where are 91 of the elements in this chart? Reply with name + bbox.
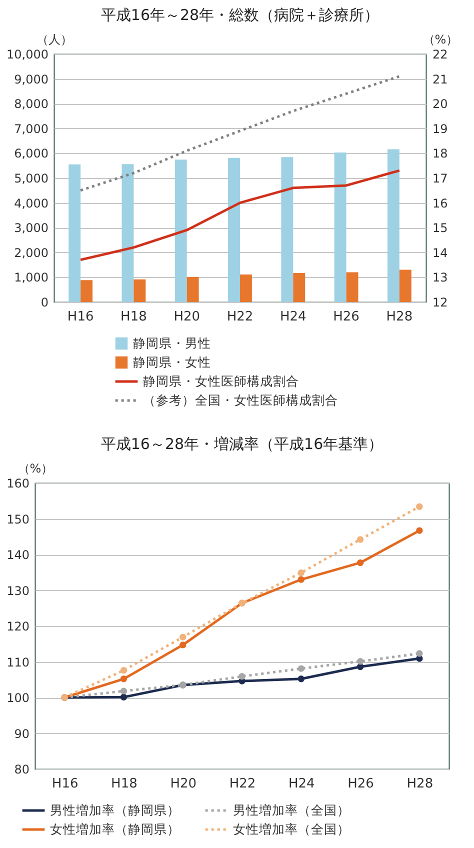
bar <box>387 149 400 302</box>
x-tick-label: H28 <box>386 310 413 324</box>
point <box>416 527 423 534</box>
y-tick-label: 120 <box>6 620 30 634</box>
point <box>180 642 186 648</box>
y2-tick-label: 22 <box>432 48 448 62</box>
y-tick-label: 10,000 <box>6 48 48 62</box>
y-axis-title: （人） <box>36 32 72 46</box>
point <box>298 576 304 583</box>
y2-tick-label: 21 <box>432 72 448 86</box>
legend-label: 静岡県・女性医師構成割合 <box>143 374 299 388</box>
y-tick-label: 80 <box>14 762 30 776</box>
bar <box>134 279 146 302</box>
x-tick-label: H24 <box>280 310 306 324</box>
point <box>356 559 364 566</box>
legend-label: （参考）全国・女性医師構成割合 <box>143 392 338 408</box>
x-tick-label: H16 <box>52 776 78 792</box>
x-tick-label: H18 <box>111 776 138 792</box>
y-tick-label: 6,000 <box>14 146 48 161</box>
legend-label: 男性増加率（全国） <box>233 802 350 818</box>
legend-label: 男性増加率（静岡県） <box>50 802 180 818</box>
y-tick-label: 140 <box>6 548 30 562</box>
legend-label: 女性増加率（全国） <box>233 822 350 836</box>
y-tick-label: 160 <box>6 476 30 490</box>
y-tick-label: 150 <box>6 512 30 526</box>
y2-tick-label: 13 <box>432 270 448 285</box>
bar <box>228 158 240 302</box>
legend-label: 静岡県・男性 <box>133 336 211 350</box>
point <box>298 665 304 672</box>
y2-tick-label: 15 <box>432 221 448 236</box>
bar <box>399 270 412 302</box>
legend-label: 女性増加率（静岡県） <box>50 822 180 836</box>
bar <box>122 164 134 302</box>
x-tick-label: H22 <box>229 776 256 792</box>
y2-axis-title: （%） <box>422 32 458 46</box>
point <box>120 676 128 682</box>
chart-title: 平成16年～28年・総数（病院＋診療所） <box>100 6 380 24</box>
x-tick-label: H22 <box>226 310 254 324</box>
bar <box>186 276 199 302</box>
x-tick-label: H20 <box>174 310 200 324</box>
y-axis-title: （%） <box>18 462 54 476</box>
bar <box>334 152 346 302</box>
y-tick-label: 110 <box>6 655 30 670</box>
point <box>120 694 128 700</box>
y-tick-label: 9,000 <box>14 72 48 86</box>
y-tick-label: 3,000 <box>14 221 48 236</box>
y2-tick-label: 17 <box>432 172 448 186</box>
line-series <box>79 75 401 192</box>
y-tick-label: 1,000 <box>14 270 48 285</box>
legend-label: 静岡県・女性 <box>133 354 211 370</box>
x-tick-label: H20 <box>170 776 197 792</box>
y-tick-label: 7,000 <box>14 122 48 136</box>
bar <box>80 280 93 302</box>
y2-tick-label: 18 <box>432 146 448 161</box>
point <box>356 536 364 543</box>
x-tick-label: H26 <box>333 310 360 324</box>
bar <box>174 160 187 302</box>
point <box>298 569 304 576</box>
x-tick-label: H24 <box>288 776 315 792</box>
y-tick-label: 0 <box>40 296 48 310</box>
bar <box>293 272 306 302</box>
y2-tick-label: 19 <box>432 122 448 136</box>
bar <box>68 164 81 302</box>
bar <box>240 274 252 302</box>
point <box>120 666 128 674</box>
y2-tick-label: 14 <box>432 246 448 260</box>
point <box>238 673 246 680</box>
x-tick-label: H18 <box>120 310 147 324</box>
bar <box>346 272 358 302</box>
y-tick-label: 4,000 <box>14 196 48 210</box>
y-tick-label: 90 <box>14 726 30 741</box>
y-tick-label: 2,000 <box>14 246 48 260</box>
x-tick-label: H26 <box>348 776 374 792</box>
point <box>416 650 423 657</box>
point <box>120 688 128 694</box>
point <box>356 658 364 665</box>
line-series <box>79 169 401 262</box>
x-tick-label: H28 <box>406 776 434 792</box>
y-tick-label: 100 <box>6 691 30 705</box>
point <box>180 634 186 640</box>
point <box>298 676 304 682</box>
y2-tick-label: 20 <box>432 97 448 112</box>
y-tick-label: 5,000 <box>14 172 48 186</box>
bar <box>281 157 294 302</box>
chart-title: 平成16～28年・増減率（平成16年基準） <box>100 435 384 453</box>
y-tick-label: 8,000 <box>14 97 48 112</box>
x-tick-label: H16 <box>67 310 94 324</box>
point <box>416 503 423 510</box>
y2-tick-label: 16 <box>432 196 448 210</box>
y2-tick-label: 12 <box>432 296 448 310</box>
y-tick-label: 130 <box>6 584 30 598</box>
